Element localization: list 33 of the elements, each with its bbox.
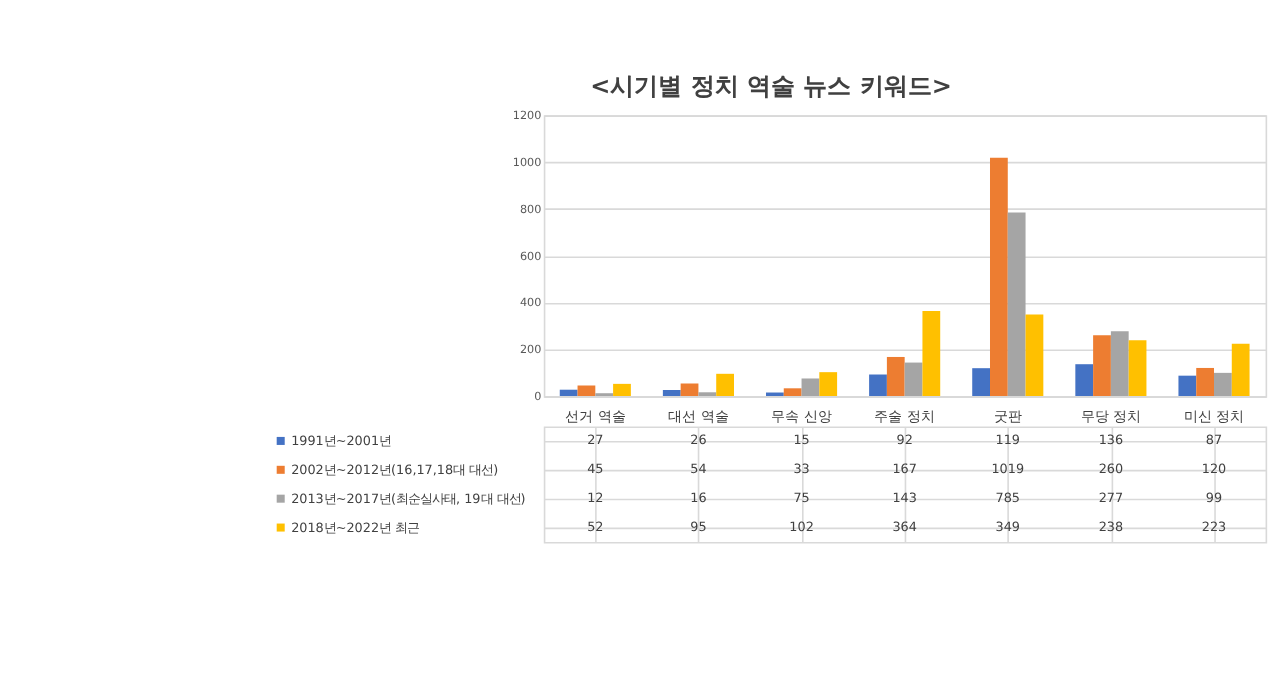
bar	[819, 372, 838, 397]
bar	[1007, 212, 1026, 397]
bar	[922, 310, 941, 397]
bar	[783, 388, 802, 397]
bar	[1128, 340, 1147, 397]
bar	[1110, 331, 1129, 397]
bar	[869, 374, 887, 397]
x-tick-label: 무당 정치	[1080, 406, 1142, 425]
bar	[1196, 367, 1215, 397]
bar	[716, 373, 734, 397]
bar	[904, 362, 923, 397]
chart-title: <시기별 정치 역술 뉴스 키워드>	[590, 71, 952, 100]
bar	[559, 389, 578, 397]
bar	[1178, 375, 1197, 397]
bar	[680, 383, 699, 397]
x-tick-label: 미신 정치	[1183, 406, 1245, 425]
bar	[886, 356, 905, 397]
bar	[972, 368, 990, 397]
x-tick-label: 선거 역술	[565, 406, 626, 425]
bar	[1214, 372, 1232, 397]
bar	[577, 385, 596, 397]
bar	[1075, 364, 1094, 397]
bar	[662, 389, 681, 397]
x-tick-label: 대선 역술	[668, 406, 729, 425]
bar	[1025, 314, 1044, 397]
x-tick-label: 무속 신앙	[771, 406, 832, 425]
x-tick-label: 굿판	[993, 406, 1022, 425]
bar	[1231, 343, 1250, 397]
bar	[801, 378, 820, 397]
bar	[613, 383, 631, 397]
bar	[1093, 335, 1111, 397]
x-tick-label: 주술 정치	[874, 406, 935, 425]
bar	[990, 157, 1008, 397]
